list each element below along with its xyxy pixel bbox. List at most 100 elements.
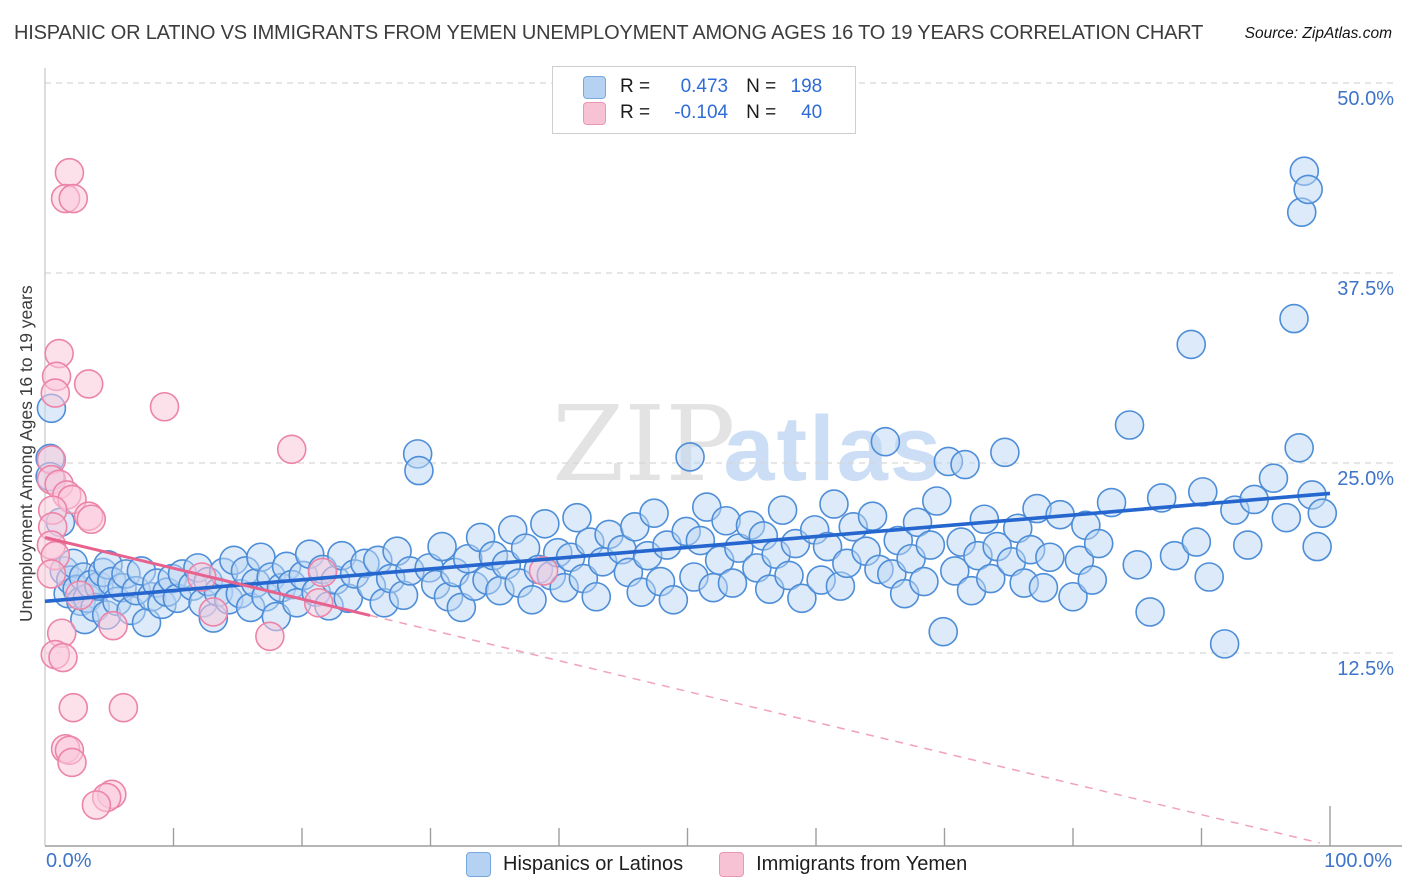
source-prefix: Source:	[1244, 25, 1299, 42]
blue-scatter-point	[530, 508, 560, 539]
pink-scatter-point	[57, 747, 87, 778]
blue-scatter-point	[857, 501, 888, 532]
blue-trend-line	[44, 491, 1331, 604]
correlation-stats-legend: R = 0.473 N = 198 R = -0.104 N = 40	[552, 66, 856, 134]
r-value-pink: -0.104	[674, 102, 729, 123]
pink-scatter-point	[54, 157, 85, 188]
x-tick-label-min: 0.0%	[46, 850, 92, 872]
blue-scatter-point	[658, 584, 689, 615]
blue-scatter-point	[717, 568, 748, 598]
blue-scatter-point	[990, 437, 1020, 468]
pink-scatter-point	[149, 391, 180, 422]
blue-scatter-point	[388, 580, 419, 611]
pink-scatter-point	[64, 580, 95, 611]
blue-scatter-point	[975, 563, 1006, 594]
blue-scatter-point	[517, 584, 547, 615]
stats-row-hispanic: R = 0.473 N = 198	[583, 74, 855, 100]
blue-scatter-point	[1279, 303, 1309, 334]
blue-scatter-point	[404, 455, 434, 486]
blue-scatter-point	[774, 560, 804, 591]
blue-scatter-point	[767, 495, 798, 525]
blue-scatter-point	[1058, 581, 1088, 612]
blue-scatter-point	[1122, 550, 1153, 580]
y-tick-label-50: 50.0%	[1337, 88, 1394, 110]
x-tick-label-max: 100.0%	[1324, 850, 1392, 872]
stats-row-yemen: R = -0.104 N = 40	[583, 100, 855, 126]
pink-scatter-point	[108, 692, 139, 723]
legend-item-hispanic: Hispanics or Latinos	[466, 852, 683, 877]
blue-scatter-point	[1083, 528, 1114, 559]
source-site: ZipAtlas.com	[1302, 25, 1392, 42]
blue-scatter-point	[819, 489, 849, 519]
blue-scatter-point	[939, 556, 970, 586]
blue-scatter-point	[711, 505, 741, 536]
blue-scatter-point	[1307, 498, 1338, 528]
blue-legend-swatch	[466, 852, 491, 877]
blue-scatter-point	[1181, 527, 1212, 557]
blue-scatter-point	[427, 531, 457, 562]
pink-series-swatch	[583, 101, 606, 125]
blue-scatter-point	[1232, 530, 1263, 560]
pink-scatter-point	[81, 790, 112, 820]
pink-scatter-point	[307, 557, 338, 588]
y-tick-label-25: 25.0%	[1337, 468, 1394, 490]
blue-scatter-point	[1135, 597, 1165, 627]
blue-scatter-point	[1159, 540, 1190, 571]
blue-scatter-point	[1194, 562, 1225, 592]
pink-legend-swatch	[719, 852, 745, 877]
pink-scatter-point	[58, 692, 89, 723]
pink-scatter-point	[255, 621, 285, 652]
blue-scatter-point	[675, 442, 705, 472]
n-label: N =	[746, 76, 777, 97]
legend-item-yemen: Immigrants from Yemen	[719, 852, 967, 877]
pink-scatter-point	[276, 434, 307, 465]
blue-scatter-point	[1302, 531, 1332, 562]
blue-scatter-point	[1293, 174, 1323, 205]
blue-scatter-point	[950, 449, 980, 480]
r-label: R =	[620, 102, 651, 123]
series-legend: Hispanics or Latinos Immigrants from Yem…	[466, 852, 967, 877]
blue-scatter-point	[1077, 565, 1108, 595]
pink-scatter-point	[76, 504, 107, 535]
n-value-blue: 198	[790, 76, 823, 97]
blue-scatter-point	[787, 583, 817, 614]
y-tick-label-12-5: 12.5%	[1337, 658, 1394, 680]
page-title: HISPANIC OR LATINO VS IMMIGRANTS FROM YE…	[14, 22, 1204, 44]
blue-scatter-point	[1258, 463, 1289, 494]
blue-scatter-point	[1209, 629, 1240, 659]
pink-trend-line-solid	[44, 536, 371, 617]
blue-scatter-point	[969, 504, 1000, 535]
blue-scatter-point	[870, 426, 901, 457]
blue-scatter-point	[1146, 483, 1177, 513]
blue-scatter-point	[1028, 572, 1059, 603]
blue-scatter-point	[1284, 432, 1314, 463]
blue-scatter-point	[921, 486, 952, 516]
pink-trend-line-dashed	[369, 614, 1320, 844]
pink-scatter-point	[528, 556, 559, 586]
r-label: R =	[620, 76, 651, 97]
pink-scatter-point	[98, 610, 128, 641]
blue-scatter-point	[1114, 410, 1145, 440]
blue-scatter-point	[1176, 329, 1207, 360]
n-label: N =	[746, 102, 777, 123]
r-value-blue: 0.473	[680, 76, 729, 97]
blue-scatter-point	[1271, 502, 1302, 533]
pink-scatter-point	[73, 369, 104, 399]
blue-scatter-point	[639, 498, 669, 528]
n-value-pink: 40	[801, 102, 823, 123]
blue-scatter-point	[812, 531, 843, 562]
blue-scatter-point	[909, 566, 939, 597]
blue-scatter-point	[928, 616, 959, 647]
blue-scatter-point	[562, 502, 592, 533]
pink-scatter-point	[198, 597, 229, 627]
blue-scatter-point	[1035, 542, 1065, 573]
pink-legend-label: Immigrants from Yemen	[756, 853, 968, 875]
pink-scatter-point	[58, 183, 89, 214]
blue-legend-label: Hispanics or Latinos	[503, 853, 684, 875]
pink-scatter-point	[40, 378, 71, 408]
source-attribution[interactable]: Source: ZipAtlas.com	[1245, 25, 1392, 43]
pink-scatter-point	[36, 559, 67, 589]
pink-scatter-point	[48, 642, 78, 673]
